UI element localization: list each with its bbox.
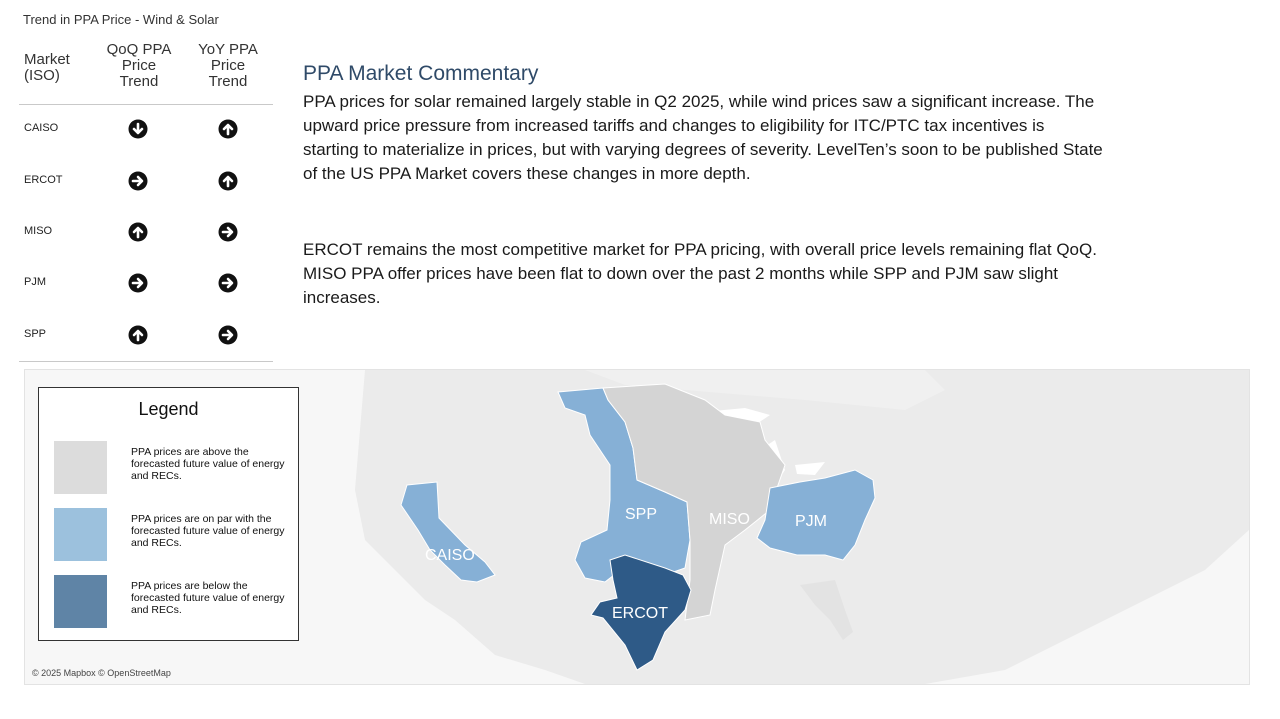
header-qoq: QoQ PPA Price Trend: [98, 42, 180, 90]
header-qoq-line3: Trend: [119, 73, 159, 90]
legend-text-above: PPA prices are above the forecasted futu…: [131, 446, 285, 482]
table-bottom-divider: [19, 361, 273, 362]
map-legend: Legend PPA prices are above the forecast…: [38, 387, 299, 641]
map-label-miso: MISO: [709, 511, 750, 528]
commentary-title: PPA Market Commentary: [303, 62, 539, 85]
header-qoq-line1: QoQ PPA: [106, 41, 172, 58]
table-title: Trend in PPA Price - Wind & Solar: [23, 12, 219, 27]
legend-swatch-below: [54, 575, 107, 628]
region-miso[interactable]: [602, 383, 786, 621]
qoq-trend-cell: [128, 119, 148, 144]
yoy-trend-cell: [218, 171, 238, 196]
legend-text-below: PPA prices are below the forecasted futu…: [131, 580, 285, 616]
arrow-right-circle-icon: [128, 273, 148, 293]
yoy-trend-cell: [218, 119, 238, 144]
header-qoq-line2: Price: [121, 57, 157, 74]
market-label: PJM: [24, 276, 46, 288]
header-yoy-line3: Trend: [208, 73, 248, 90]
qoq-trend-cell: [128, 273, 148, 298]
arrow-down-circle-icon: [128, 119, 148, 139]
legend-swatch-par: [54, 508, 107, 561]
header-divider: [19, 104, 273, 105]
arrow-up-circle-icon: [218, 171, 238, 191]
map-label-caiso: CAISO: [425, 547, 475, 564]
qoq-trend-cell: [128, 325, 148, 350]
market-label: CAISO: [24, 122, 59, 134]
yoy-trend-cell: [218, 273, 238, 298]
arrow-right-circle-icon: [218, 325, 238, 345]
market-label: ERCOT: [24, 174, 63, 186]
arrow-up-circle-icon: [128, 222, 148, 242]
region-ercot[interactable]: [590, 554, 692, 671]
region-caiso[interactable]: [400, 481, 496, 583]
header-yoy-line2: Price: [210, 57, 246, 74]
legend-text-par: PPA prices are on par with the forecaste…: [131, 513, 285, 549]
header-market: Market (ISO): [24, 52, 70, 84]
arrow-up-circle-icon: [218, 119, 238, 139]
region-pjm[interactable]: [756, 469, 876, 561]
arrow-right-circle-icon: [218, 222, 238, 242]
qoq-trend-cell: [128, 222, 148, 247]
map-label-ercot: ERCOT: [612, 605, 668, 622]
map-canvas[interactable]: CAISO SPP MISO PJM ERCOT: [25, 370, 1249, 684]
commentary-paragraph-1: PPA prices for solar remained largely st…: [303, 92, 1103, 183]
header-yoy-line1: YoY PPA: [198, 41, 258, 58]
commentary-paragraph-2: ERCOT remains the most competitive marke…: [303, 240, 1097, 307]
header-yoy: YoY PPA Price Trend: [186, 42, 270, 90]
map-attribution[interactable]: © 2025 Mapbox © OpenStreetMap: [32, 668, 171, 678]
legend-title: Legend: [138, 399, 199, 419]
map-label-spp: SPP: [625, 506, 657, 523]
map-label-pjm: PJM: [795, 513, 827, 530]
header-market-line2: (ISO): [24, 67, 60, 84]
iso-map[interactable]: CAISO SPP MISO PJM ERCOT Legend PPA pric…: [24, 369, 1250, 685]
arrow-up-circle-icon: [128, 325, 148, 345]
market-label: MISO: [24, 225, 53, 237]
arrow-right-circle-icon: [218, 273, 238, 293]
yoy-trend-cell: [218, 222, 238, 247]
legend-swatch-above: [54, 441, 107, 494]
canada-land: [585, 370, 945, 410]
market-label: SPP: [24, 328, 47, 340]
header-market-line1: Market: [24, 51, 70, 68]
arrow-right-circle-icon: [128, 171, 148, 191]
gulf-florida: [800, 580, 853, 640]
qoq-trend-cell: [128, 171, 148, 196]
yoy-trend-cell: [218, 325, 238, 350]
